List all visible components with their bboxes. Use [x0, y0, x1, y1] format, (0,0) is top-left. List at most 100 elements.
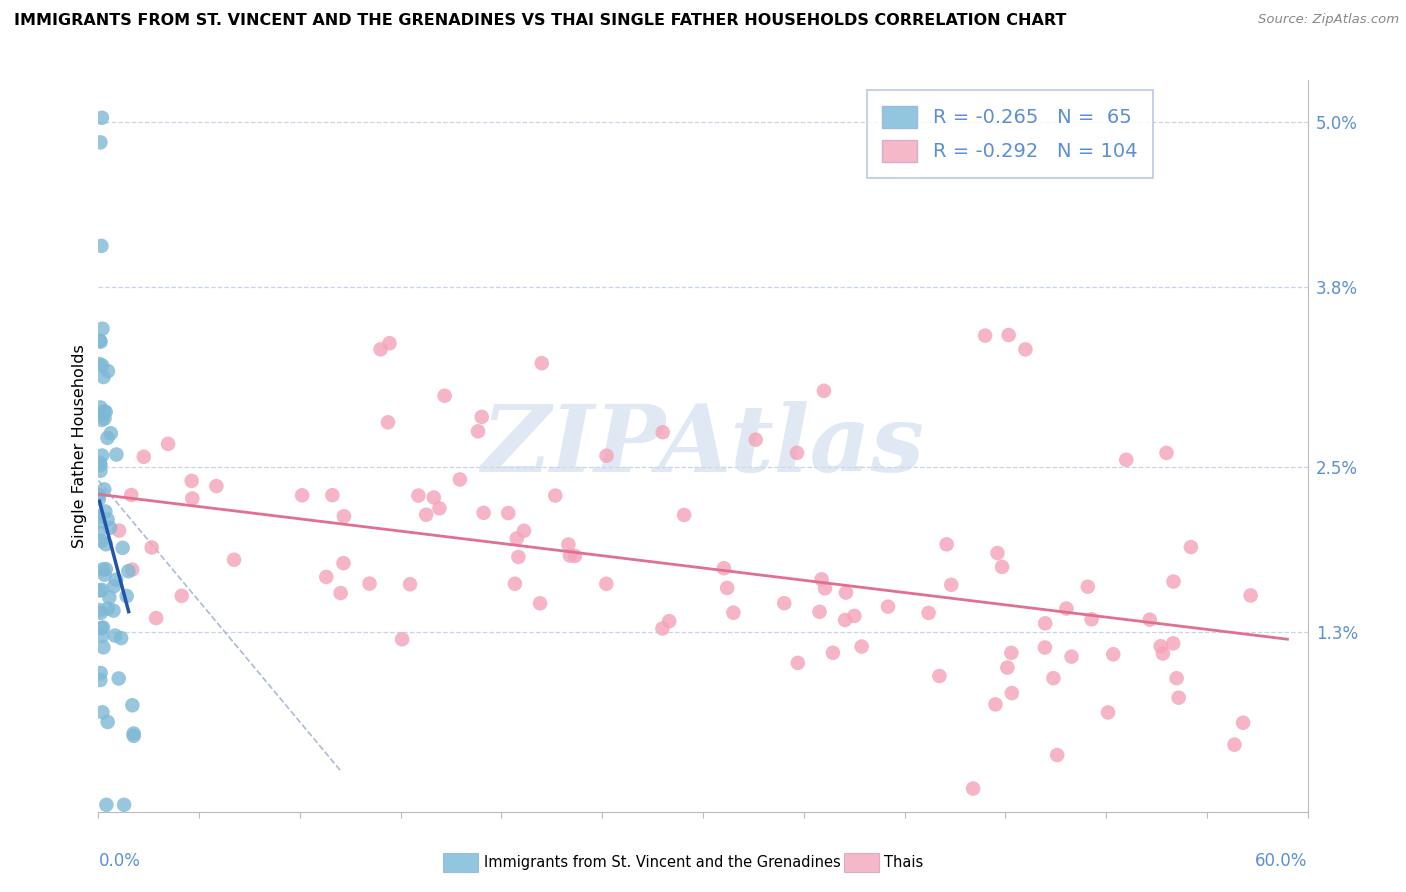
Legend: R = -0.265   N =  65, R = -0.292   N = 104: R = -0.265 N = 65, R = -0.292 N = 104 [866, 90, 1153, 178]
Point [1223, 738, 1246, 752]
Point [1080, 612, 1102, 626]
Point [98, 591, 121, 605]
Point [122, 729, 145, 743]
Point [974, 328, 997, 343]
Point [91, 620, 114, 634]
Point [1014, 343, 1036, 357]
Point [877, 599, 900, 614]
Point [1046, 747, 1069, 762]
Point [391, 632, 413, 647]
Point [503, 576, 526, 591]
Point [1239, 589, 1261, 603]
Point [90, 413, 112, 427]
Point [1097, 706, 1119, 720]
Point [89, 357, 111, 371]
Point [377, 415, 399, 429]
Point [399, 577, 422, 591]
Point [94, 562, 117, 576]
Point [834, 613, 856, 627]
Point [378, 336, 401, 351]
Point [991, 560, 1014, 574]
Point [984, 698, 1007, 712]
Point [467, 425, 489, 439]
Point [359, 576, 381, 591]
Point [716, 581, 738, 595]
Point [329, 586, 352, 600]
Point [332, 556, 354, 570]
Point [120, 488, 142, 502]
Point [91, 706, 114, 720]
Point [90, 239, 112, 253]
Point [333, 509, 356, 524]
Point [321, 488, 343, 502]
Point [851, 640, 873, 654]
Point [713, 561, 735, 575]
Point [423, 491, 446, 505]
Point [995, 660, 1018, 674]
Point [471, 409, 494, 424]
Point [121, 563, 143, 577]
Point [122, 726, 145, 740]
Point [93, 567, 115, 582]
Point [91, 562, 114, 576]
Text: IMMIGRANTS FROM ST. VINCENT AND THE GRENADINES VS THAI SINGLE FATHER HOUSEHOLDS : IMMIGRANTS FROM ST. VINCENT AND THE GREN… [14, 13, 1066, 29]
Point [723, 606, 745, 620]
Point [90, 111, 112, 125]
Point [145, 611, 167, 625]
Point [1161, 636, 1184, 650]
Point [835, 585, 858, 599]
Point [180, 474, 202, 488]
Point [415, 508, 437, 522]
Point [97, 512, 120, 526]
Point [91, 449, 114, 463]
Point [1042, 671, 1064, 685]
Point [87, 515, 110, 529]
Point [87, 525, 110, 540]
Point [917, 606, 939, 620]
Point [1156, 446, 1178, 460]
Point [1167, 690, 1189, 705]
Point [93, 640, 115, 655]
Point [100, 426, 122, 441]
Point [745, 433, 768, 447]
Point [1180, 540, 1202, 554]
Point [89, 456, 111, 470]
Point [997, 328, 1019, 343]
Point [928, 669, 950, 683]
Text: Thais: Thais [884, 855, 924, 870]
Text: ZIPAtlas: ZIPAtlas [481, 401, 925, 491]
Point [1054, 601, 1077, 615]
Point [93, 370, 115, 384]
Point [157, 437, 180, 451]
Point [103, 579, 125, 593]
Point [89, 136, 111, 150]
Point [90, 582, 112, 597]
Point [595, 576, 617, 591]
Point [1150, 639, 1173, 653]
Point [844, 608, 866, 623]
Point [93, 411, 115, 425]
Point [291, 488, 314, 502]
Point [91, 321, 114, 335]
Point [89, 673, 111, 687]
Text: Source: ZipAtlas.com: Source: ZipAtlas.com [1258, 13, 1399, 27]
Point [205, 479, 228, 493]
Point [87, 509, 110, 524]
Point [651, 622, 673, 636]
Text: 0.0%: 0.0% [98, 852, 141, 870]
Point [90, 334, 112, 349]
Point [89, 464, 111, 478]
Point [651, 425, 673, 440]
Point [93, 404, 115, 418]
Point [115, 589, 138, 603]
Point [472, 506, 495, 520]
Point [1033, 640, 1056, 655]
Point [808, 605, 831, 619]
Point [814, 582, 837, 596]
Point [1060, 649, 1083, 664]
Point [786, 446, 808, 460]
Point [935, 537, 957, 551]
Point [1102, 648, 1125, 662]
Point [673, 508, 696, 522]
Point [813, 384, 835, 398]
